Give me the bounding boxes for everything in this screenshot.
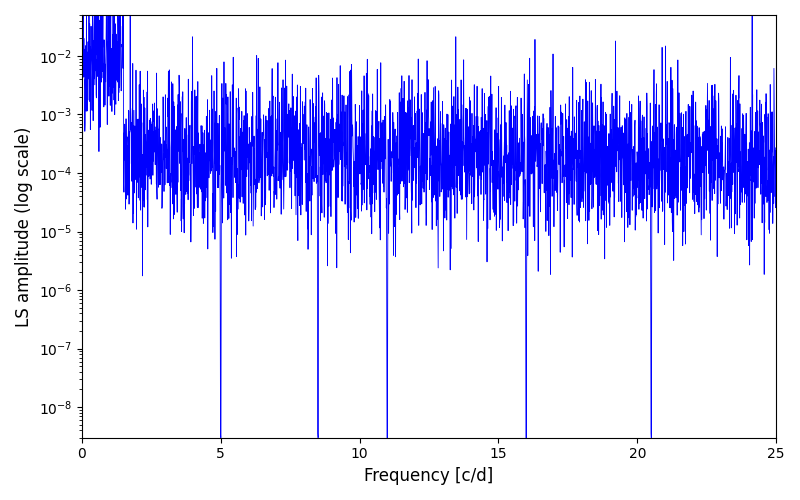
X-axis label: Frequency [c/d]: Frequency [c/d] (364, 467, 494, 485)
Y-axis label: LS amplitude (log scale): LS amplitude (log scale) (15, 126, 33, 326)
